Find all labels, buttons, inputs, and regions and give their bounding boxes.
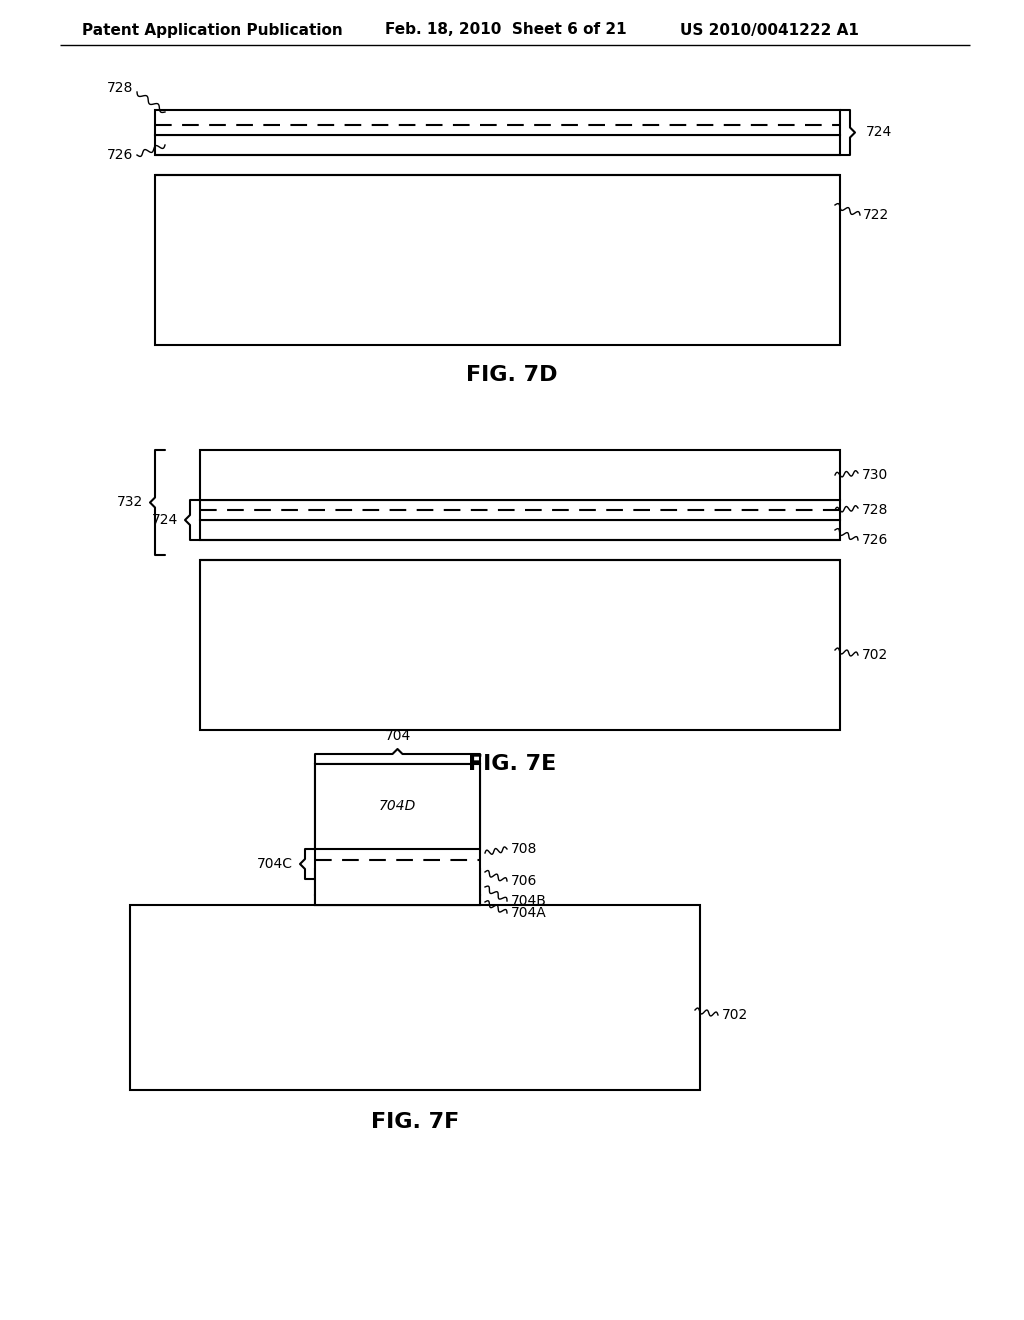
Bar: [155, 176, 840, 345]
Text: 702: 702: [722, 1008, 749, 1022]
Text: 724: 724: [152, 513, 178, 527]
Text: 724: 724: [866, 125, 892, 140]
Bar: [315, 879, 480, 895]
Text: 726: 726: [862, 533, 889, 546]
Text: FIG. 7F: FIG. 7F: [371, 1111, 459, 1133]
Text: 704B: 704B: [511, 894, 547, 908]
Bar: [315, 764, 480, 906]
Text: 732: 732: [117, 495, 143, 510]
Text: 706: 706: [511, 874, 538, 888]
Bar: [315, 869, 480, 879]
Bar: [200, 520, 840, 540]
Bar: [200, 500, 840, 520]
Bar: [315, 764, 480, 849]
Text: 704D: 704D: [379, 800, 416, 813]
Text: US 2010/0041222 A1: US 2010/0041222 A1: [680, 22, 859, 37]
Text: 704A: 704A: [511, 906, 547, 920]
Bar: [200, 560, 840, 730]
Bar: [130, 906, 700, 1090]
Text: FIG. 7E: FIG. 7E: [468, 754, 556, 774]
Bar: [315, 895, 480, 906]
Text: 728: 728: [106, 81, 133, 95]
Bar: [200, 450, 840, 500]
Text: 702: 702: [862, 648, 888, 663]
Text: 704C: 704C: [257, 857, 293, 871]
Bar: [155, 135, 840, 154]
Bar: [155, 110, 840, 135]
Text: 730: 730: [862, 469, 888, 482]
Text: Feb. 18, 2010  Sheet 6 of 21: Feb. 18, 2010 Sheet 6 of 21: [385, 22, 627, 37]
Text: 708: 708: [511, 842, 538, 855]
Text: 704: 704: [384, 729, 411, 743]
Text: 728: 728: [862, 503, 889, 517]
Text: 722: 722: [863, 209, 889, 222]
Text: 726: 726: [106, 148, 133, 162]
Text: FIG. 7D: FIG. 7D: [466, 366, 558, 385]
Text: Patent Application Publication: Patent Application Publication: [82, 22, 343, 37]
